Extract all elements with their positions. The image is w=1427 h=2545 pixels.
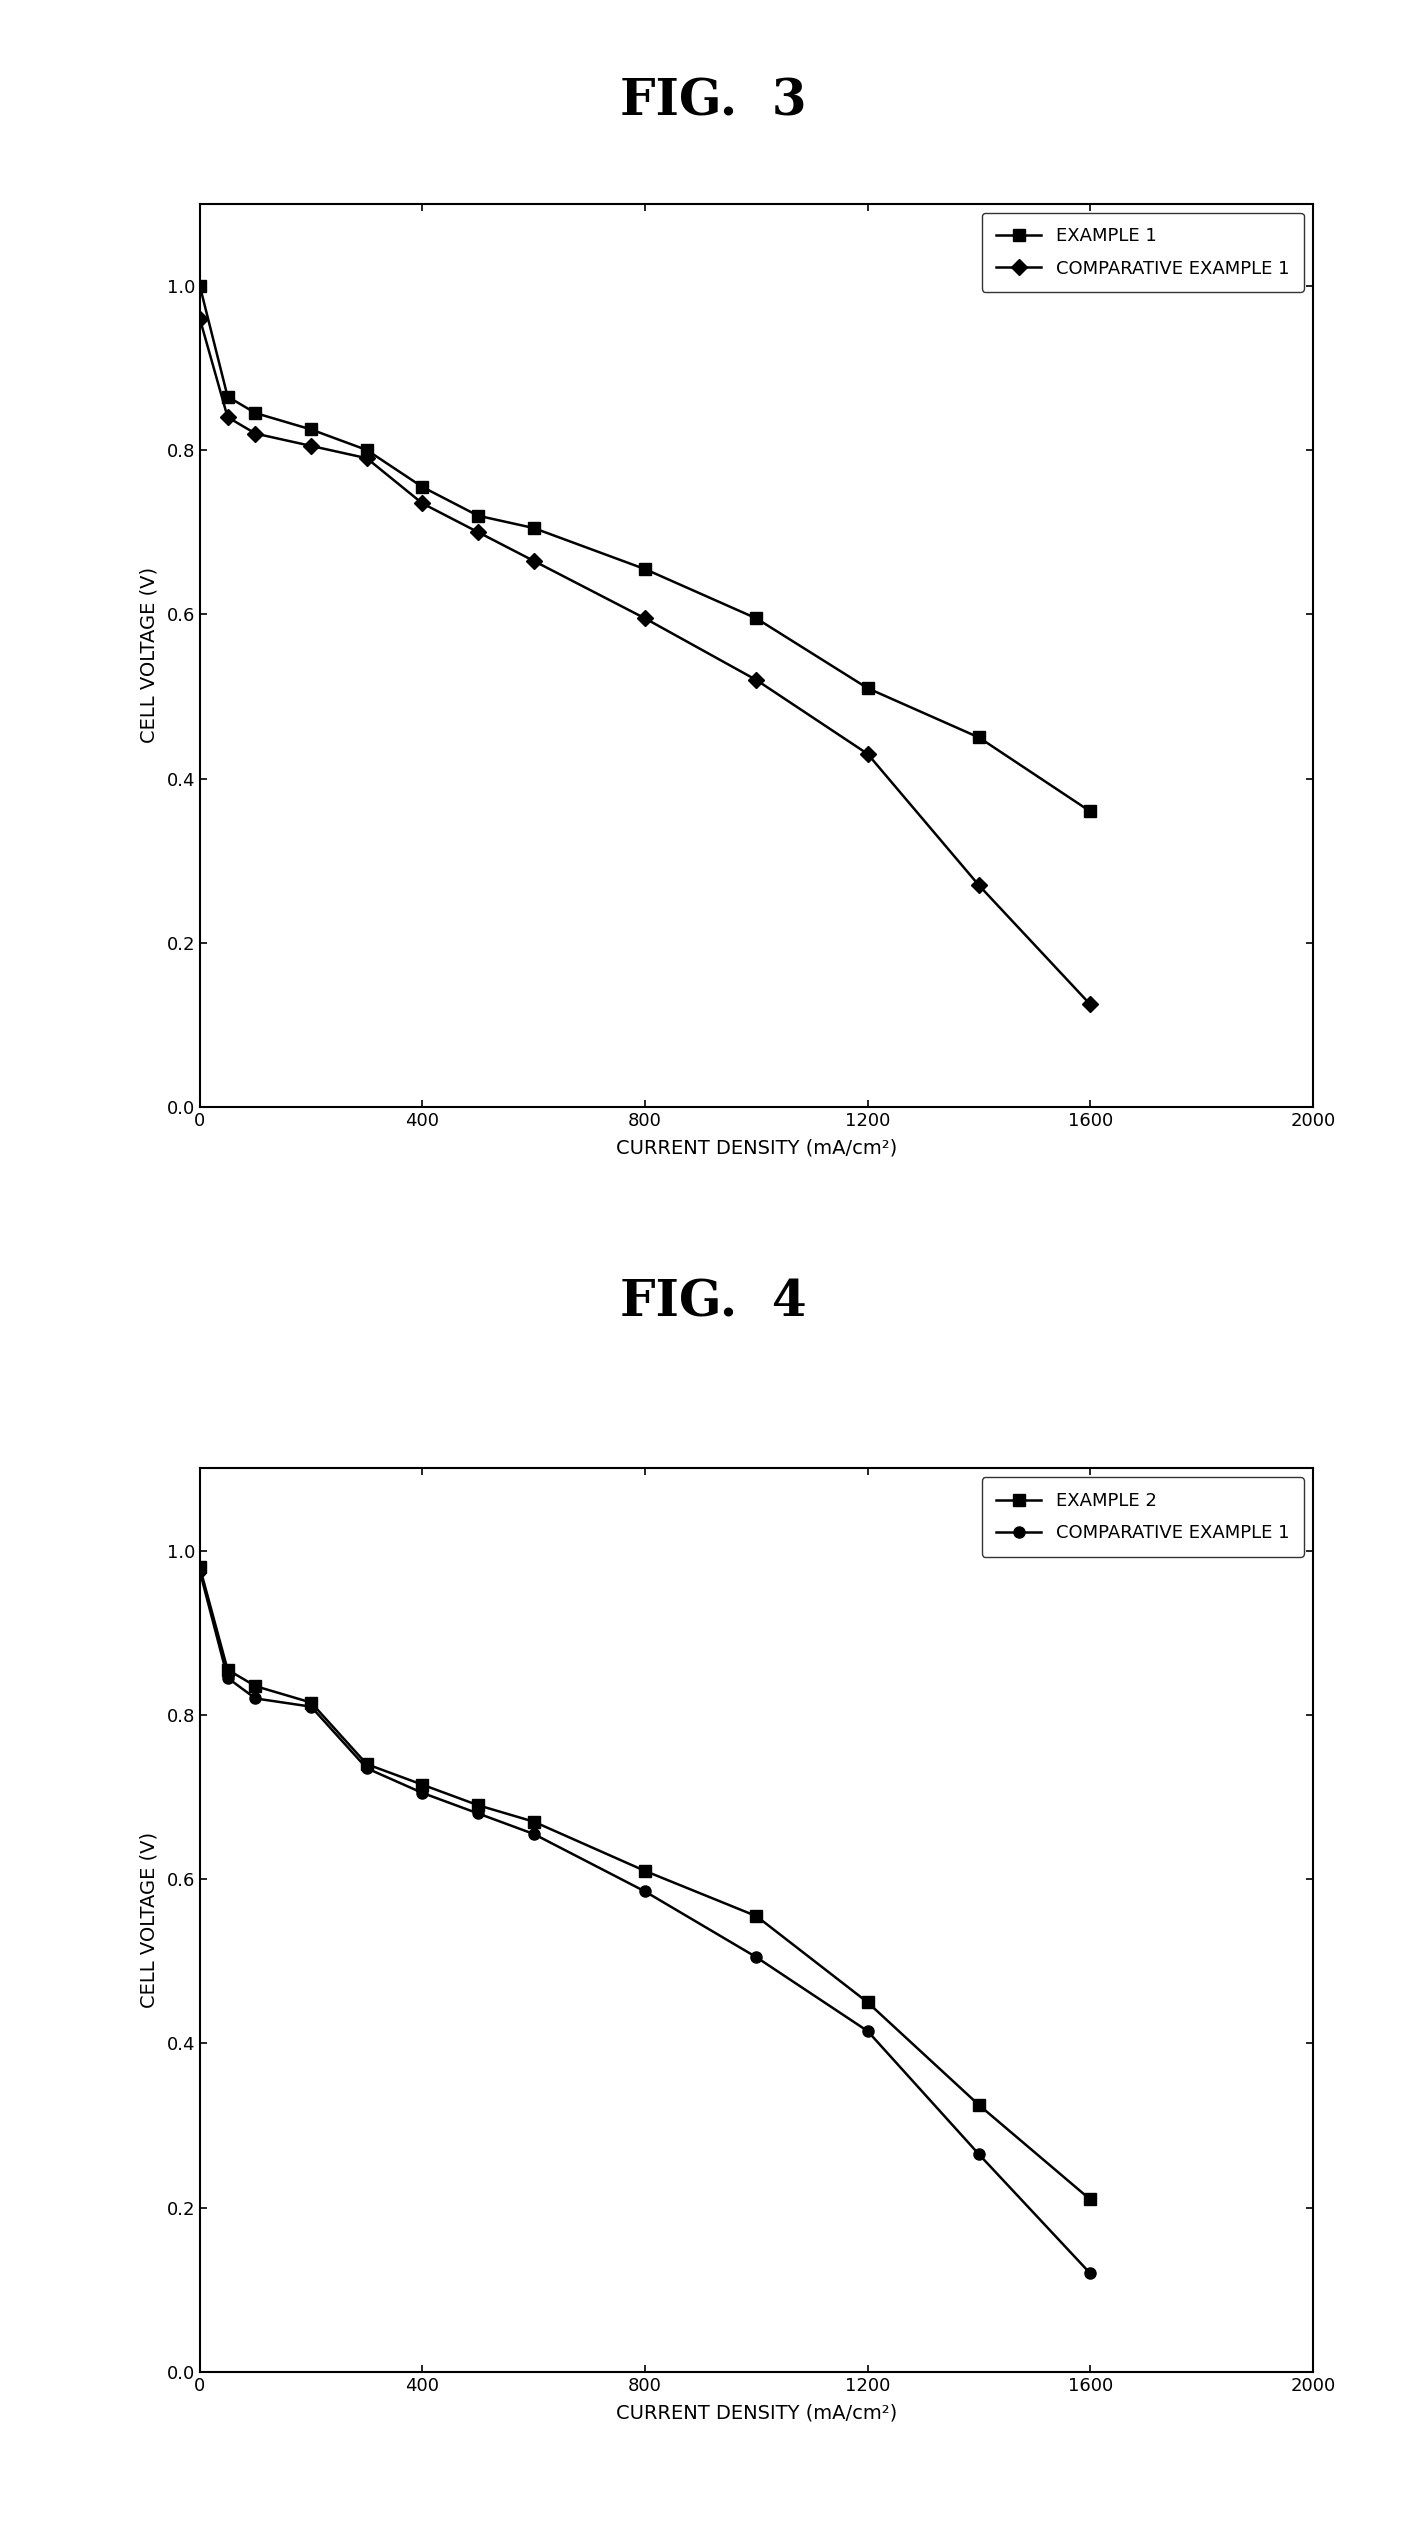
EXAMPLE 1 xyxy=(247,397,264,428)
EXAMPLE 1 xyxy=(1082,797,1099,827)
COMPARATIVE EXAMPLE 1 xyxy=(469,1799,487,1830)
EXAMPLE 2 xyxy=(414,1769,431,1799)
EXAMPLE 2 xyxy=(525,1807,542,1837)
COMPARATIVE EXAMPLE 1 xyxy=(414,489,431,519)
X-axis label: CURRENT DENSITY (mA/cm²): CURRENT DENSITY (mA/cm²) xyxy=(615,2402,898,2423)
Y-axis label: CELL VOLTAGE (V): CELL VOLTAGE (V) xyxy=(138,568,158,743)
EXAMPLE 2 xyxy=(636,1855,654,1886)
EXAMPLE 2 xyxy=(358,1748,375,1779)
EXAMPLE 1 xyxy=(970,723,987,753)
EXAMPLE 1 xyxy=(469,501,487,532)
COMPARATIVE EXAMPLE 1 xyxy=(191,303,208,333)
COMPARATIVE EXAMPLE 1 xyxy=(748,664,765,695)
COMPARATIVE EXAMPLE 1 xyxy=(636,603,654,634)
COMPARATIVE EXAMPLE 1 xyxy=(525,1820,542,1850)
EXAMPLE 1 xyxy=(414,471,431,501)
EXAMPLE 2 xyxy=(247,1672,264,1703)
EXAMPLE 2 xyxy=(469,1789,487,1820)
EXAMPLE 1 xyxy=(859,672,876,702)
Line: EXAMPLE 1: EXAMPLE 1 xyxy=(194,280,1096,817)
EXAMPLE 2 xyxy=(1082,2184,1099,2214)
Line: EXAMPLE 2: EXAMPLE 2 xyxy=(194,1563,1096,2204)
EXAMPLE 2 xyxy=(191,1552,208,1583)
Line: COMPARATIVE EXAMPLE 1: COMPARATIVE EXAMPLE 1 xyxy=(194,1565,1096,2278)
Text: FIG.  3: FIG. 3 xyxy=(621,76,806,127)
EXAMPLE 2 xyxy=(748,1901,765,1932)
Legend: EXAMPLE 2, COMPARATIVE EXAMPLE 1: EXAMPLE 2, COMPARATIVE EXAMPLE 1 xyxy=(982,1479,1304,1558)
Legend: EXAMPLE 1, COMPARATIVE EXAMPLE 1: EXAMPLE 1, COMPARATIVE EXAMPLE 1 xyxy=(982,214,1304,293)
COMPARATIVE EXAMPLE 1 xyxy=(303,1692,320,1723)
EXAMPLE 1 xyxy=(191,270,208,300)
EXAMPLE 2 xyxy=(859,1988,876,2018)
EXAMPLE 1 xyxy=(636,555,654,585)
COMPARATIVE EXAMPLE 1 xyxy=(636,1876,654,1906)
Line: COMPARATIVE EXAMPLE 1: COMPARATIVE EXAMPLE 1 xyxy=(194,313,1096,1010)
COMPARATIVE EXAMPLE 1 xyxy=(1082,990,1099,1021)
COMPARATIVE EXAMPLE 1 xyxy=(303,430,320,461)
COMPARATIVE EXAMPLE 1 xyxy=(247,1682,264,1713)
COMPARATIVE EXAMPLE 1 xyxy=(525,545,542,575)
COMPARATIVE EXAMPLE 1 xyxy=(220,1662,237,1692)
COMPARATIVE EXAMPLE 1 xyxy=(358,443,375,473)
COMPARATIVE EXAMPLE 1 xyxy=(414,1776,431,1807)
COMPARATIVE EXAMPLE 1 xyxy=(859,2016,876,2046)
COMPARATIVE EXAMPLE 1 xyxy=(1082,2257,1099,2288)
COMPARATIVE EXAMPLE 1 xyxy=(191,1555,208,1586)
EXAMPLE 1 xyxy=(748,603,765,634)
COMPARATIVE EXAMPLE 1 xyxy=(859,738,876,769)
EXAMPLE 1 xyxy=(220,382,237,412)
EXAMPLE 2 xyxy=(220,1654,237,1685)
EXAMPLE 1 xyxy=(303,415,320,445)
COMPARATIVE EXAMPLE 1 xyxy=(970,2138,987,2168)
EXAMPLE 2 xyxy=(303,1687,320,1718)
COMPARATIVE EXAMPLE 1 xyxy=(469,517,487,547)
COMPARATIVE EXAMPLE 1 xyxy=(970,870,987,901)
COMPARATIVE EXAMPLE 1 xyxy=(358,1754,375,1784)
EXAMPLE 1 xyxy=(358,435,375,466)
COMPARATIVE EXAMPLE 1 xyxy=(247,417,264,448)
EXAMPLE 2 xyxy=(970,2089,987,2120)
COMPARATIVE EXAMPLE 1 xyxy=(748,1942,765,1972)
Text: FIG.  4: FIG. 4 xyxy=(621,1278,806,1328)
Y-axis label: CELL VOLTAGE (V): CELL VOLTAGE (V) xyxy=(138,1832,158,2008)
X-axis label: CURRENT DENSITY (mA/cm²): CURRENT DENSITY (mA/cm²) xyxy=(615,1138,898,1158)
COMPARATIVE EXAMPLE 1 xyxy=(220,402,237,433)
EXAMPLE 1 xyxy=(525,512,542,542)
